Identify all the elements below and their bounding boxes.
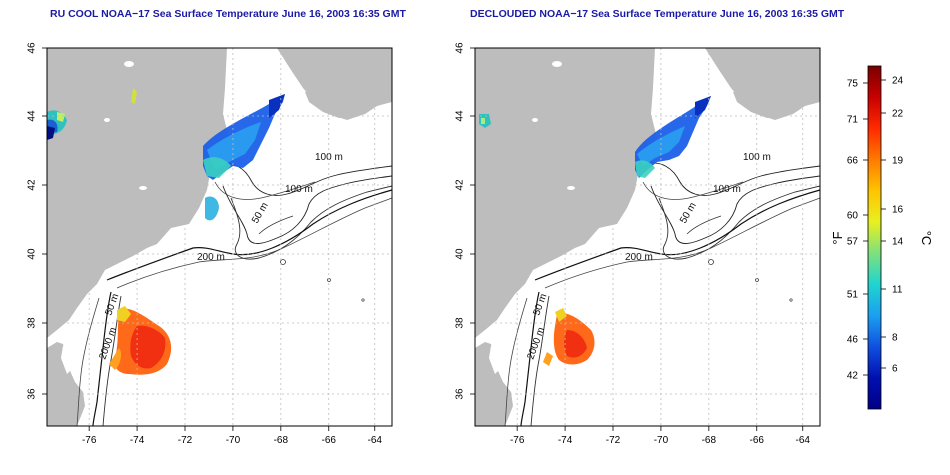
f-tick-label: 66 xyxy=(847,156,859,167)
f-tick-label: 46 xyxy=(847,335,859,346)
longitude-axis: -76 -74 -72 -70 -68 -66 -64 xyxy=(82,426,382,446)
contour-label: 200 m xyxy=(197,252,225,263)
c-tick-label: 14 xyxy=(892,237,904,248)
f-tick-label: 60 xyxy=(847,211,859,222)
y-tick-label: 46 xyxy=(27,42,38,54)
c-tick-label: 19 xyxy=(892,156,904,167)
latitude-axis: 36 38 40 42 44 46 xyxy=(27,42,47,400)
lat-lon-grid xyxy=(47,47,392,426)
x-tick-label: -68 xyxy=(274,435,289,446)
f-tick-label: 75 xyxy=(847,79,859,90)
y-tick-label: 38 xyxy=(27,317,38,329)
fahrenheit-scale: 75 71 66 60 57 51 46 42 xyxy=(847,79,868,382)
x-tick-label: -72 xyxy=(606,435,621,446)
y-tick-label: 46 xyxy=(455,42,466,54)
map-border xyxy=(474,47,821,427)
c-tick-label: 24 xyxy=(892,76,904,87)
c-tick-label: 16 xyxy=(892,205,904,216)
f-tick-label: 42 xyxy=(847,371,859,382)
longitude-axis: -76 -74 -72 -70 -68 -66 -64 xyxy=(510,426,810,446)
f-tick-label: 71 xyxy=(847,115,859,126)
contour-label: 200 m xyxy=(625,252,653,263)
map-panel-left: 100 m 100 m 50 m 200 m 50 m 2000 m -76 -7… xyxy=(27,42,393,446)
y-tick-label: 42 xyxy=(27,179,38,191)
latitude-axis: 36 38 40 42 44 46 xyxy=(455,42,475,400)
sst-overlay xyxy=(479,96,711,366)
y-tick-label: 42 xyxy=(455,179,466,191)
c-tick-label: 22 xyxy=(892,109,904,120)
c-tick-label: 11 xyxy=(892,285,903,296)
x-tick-label: -76 xyxy=(82,435,97,446)
x-tick-label: -74 xyxy=(130,435,145,446)
y-tick-label: 44 xyxy=(455,110,466,122)
x-tick-label: -64 xyxy=(368,435,383,446)
contour-label: 100 m xyxy=(285,184,313,195)
contour-label: 100 m xyxy=(743,152,771,163)
f-tick-label: 51 xyxy=(847,290,859,301)
panel-left-title: RU COOL NOAA−17 Sea Surface Temperature … xyxy=(50,8,406,20)
y-tick-label: 36 xyxy=(455,388,466,400)
f-tick-label: 57 xyxy=(847,237,859,248)
celsius-label: °C xyxy=(919,231,934,246)
sst-overlay xyxy=(47,88,285,375)
x-tick-label: -66 xyxy=(750,435,765,446)
y-tick-label: 40 xyxy=(455,248,466,260)
x-tick-label: -70 xyxy=(226,435,241,446)
x-tick-label: -64 xyxy=(796,435,811,446)
celsius-scale: 24 22 19 16 14 11 8 6 xyxy=(881,76,904,375)
x-tick-label: -76 xyxy=(510,435,525,446)
colorbar-gradient xyxy=(867,65,882,410)
x-tick-label: -70 xyxy=(654,435,669,446)
c-tick-label: 6 xyxy=(892,364,898,375)
y-tick-label: 40 xyxy=(27,248,38,260)
map-border xyxy=(46,47,393,427)
x-tick-label: -66 xyxy=(322,435,337,446)
fahrenheit-label: °F xyxy=(830,231,845,244)
x-tick-label: -68 xyxy=(702,435,717,446)
y-tick-label: 44 xyxy=(27,110,38,122)
x-tick-label: -74 xyxy=(558,435,573,446)
map-panel-right: 100 m 100 m 50 m 200 m 50 m 2000 m -76 -7… xyxy=(455,42,821,446)
contour-label: 100 m xyxy=(713,184,741,195)
y-tick-label: 38 xyxy=(455,317,466,329)
lat-lon-grid xyxy=(475,47,820,426)
y-tick-label: 36 xyxy=(27,388,38,400)
c-tick-label: 8 xyxy=(892,333,898,344)
contour-label: 100 m xyxy=(315,152,343,163)
x-tick-label: -72 xyxy=(178,435,193,446)
panel-right-title: DECLOUDED NOAA−17 Sea Surface Temperatur… xyxy=(470,8,845,20)
colorbar: 75 71 66 60 57 51 46 42 24 22 19 16 14 11 8 6 °F °C xyxy=(830,65,934,410)
